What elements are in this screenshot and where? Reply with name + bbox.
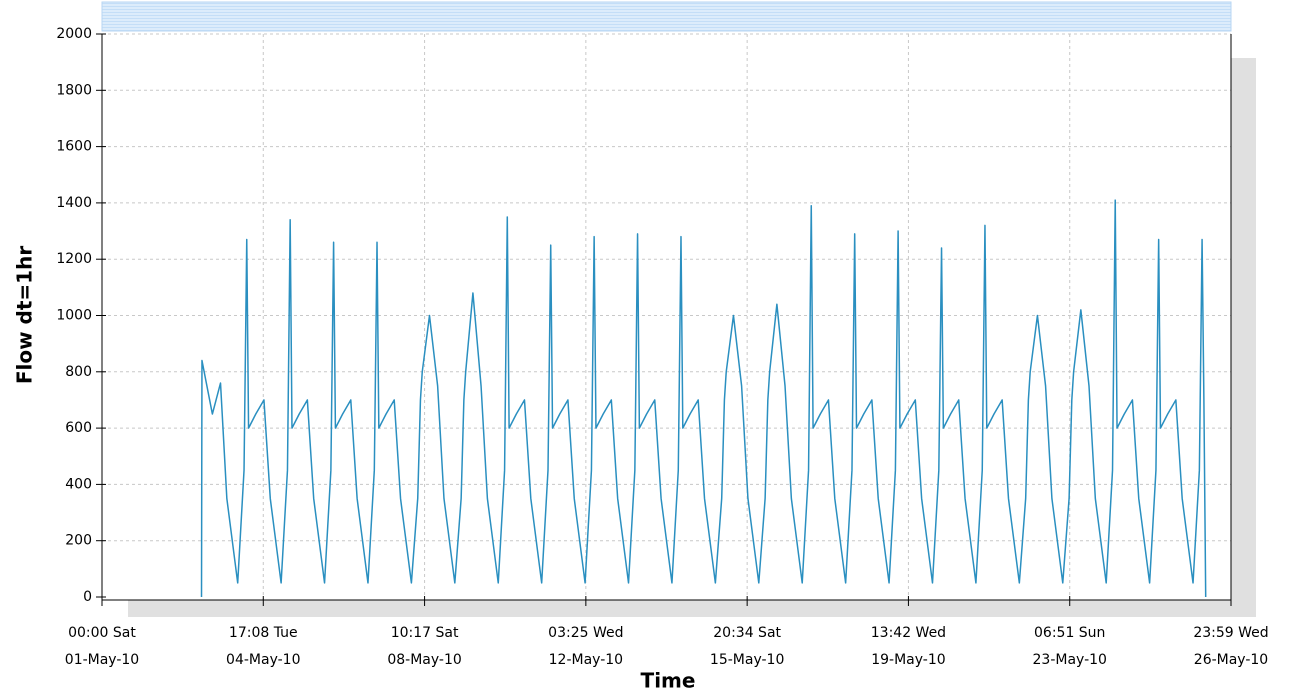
- shadow: [1231, 58, 1256, 617]
- line-series: [200, 199, 1207, 598]
- x-tick-label: 08-May-10: [387, 652, 461, 668]
- x-tick-label: 15-May-10: [710, 652, 784, 668]
- y-tick-label: 0: [83, 589, 92, 605]
- x-tick-label: 00:00 Sat: [68, 625, 136, 641]
- y-tick-label: 2000: [56, 26, 92, 42]
- y-tick-label: 1200: [56, 251, 92, 267]
- y-tick-label: 1800: [56, 82, 92, 98]
- plot-area: [102, 34, 1231, 600]
- x-axis-label: Time: [641, 669, 696, 693]
- x-tick-label: 19-May-10: [871, 652, 945, 668]
- x-tick-label: 13:42 Wed: [871, 625, 946, 641]
- x-tick-label: 03:25 Wed: [548, 625, 623, 641]
- y-tick-label: 1400: [56, 195, 92, 211]
- x-tick-label: 10:17 Sat: [391, 625, 459, 641]
- y-tick-label: 400: [65, 476, 92, 492]
- title-band: [101, 1, 1232, 32]
- y-tick-label: 800: [65, 364, 92, 380]
- y-tick-label: 600: [65, 420, 92, 436]
- y-axis-label: Flow dt=1hr: [13, 246, 37, 384]
- x-tick-label: 04-May-10: [226, 652, 300, 668]
- x-tick-label: 01-May-10: [65, 652, 139, 668]
- x-tick-label: 26-May-10: [1194, 652, 1268, 668]
- y-tick-label: 1000: [56, 308, 92, 324]
- x-tick-label: 23-May-10: [1033, 652, 1107, 668]
- y-tick-label: 1600: [56, 139, 92, 155]
- y-tick-label: 200: [65, 533, 92, 549]
- shadow: [128, 600, 1256, 617]
- x-tick-label: 23:59 Wed: [1193, 625, 1268, 641]
- x-tick-label: 12-May-10: [549, 652, 623, 668]
- x-tick-label: 17:08 Tue: [229, 625, 298, 641]
- x-tick-label: 06:51 Sun: [1034, 625, 1105, 641]
- x-tick-label: 20:34 Sat: [713, 625, 781, 641]
